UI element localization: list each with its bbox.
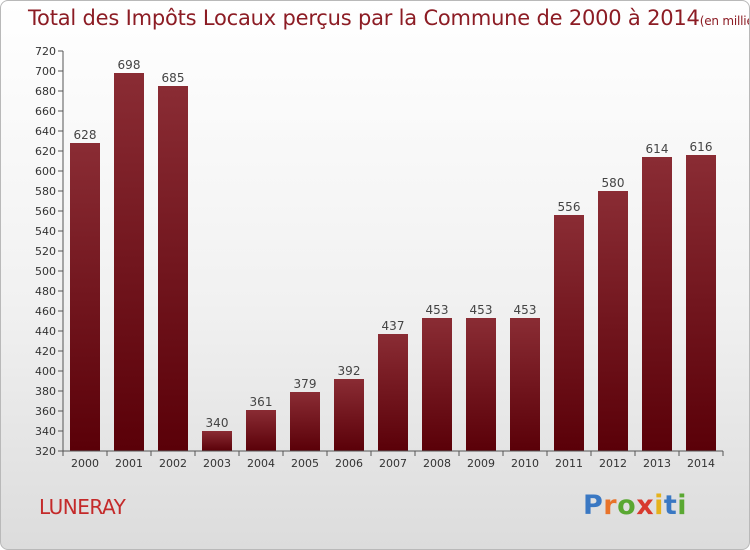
bar-value-label: 453 [470,303,493,317]
x-tick-label: 2003 [203,457,231,470]
y-tick-label: 560 [35,205,56,218]
logo-letter: i [654,490,664,521]
commune-name: LUNERAY [39,495,126,519]
y-tick-label: 440 [35,325,56,338]
logo-letter: o [617,490,637,521]
proxiti-logo: Proxiti [583,490,687,521]
bar-value-label: 340 [206,416,229,430]
y-tick-label: 320 [35,445,56,458]
x-tick-label: 2004 [247,457,275,470]
bar-2007 [378,334,408,451]
x-tick-label: 2010 [511,457,539,470]
y-tick-label: 340 [35,425,56,438]
bar-2004 [246,410,276,451]
y-tick-label: 400 [35,365,56,378]
bar-value-label: 437 [382,319,405,333]
bar-2006 [334,379,364,451]
x-tick-label: 2000 [71,457,99,470]
bar-value-label: 453 [514,303,537,317]
x-tick-label: 2009 [467,457,495,470]
x-tick-label: 2001 [115,457,143,470]
bar-2010 [510,318,540,451]
logo-letter: x [636,490,655,521]
bar-value-label: 361 [250,395,273,409]
logo-letter: P [583,490,604,521]
bar-2001 [114,73,144,451]
logo-letter: t [663,490,678,521]
bar-2005 [290,392,320,451]
bar-value-label: 379 [294,377,317,391]
x-tick-label: 2007 [379,457,407,470]
y-tick-label: 640 [35,125,56,138]
bar-value-label: 453 [426,303,449,317]
y-tick-label: 600 [35,165,56,178]
bars-group: 628 698 685 340 361 379 392 437 453 453 453 556 580 6… [70,58,716,451]
chart-unit: (en milliers d'€) [699,14,749,28]
x-tick-label: 2002 [159,457,187,470]
chart-title: Total des Impôts Locaux perçus par la Co… [28,6,749,30]
bar-value-label: 685 [162,71,185,85]
logo-letter: r [603,490,618,521]
bar-2008 [422,318,452,451]
y-tick-label: 540 [35,225,56,238]
bar-2014 [686,155,716,451]
chart-title-text: Total des Impôts Locaux perçus par la Co… [28,6,700,30]
bar-value-label: 698 [118,58,141,72]
x-tick-label: 2012 [599,457,627,470]
y-tick-label: 360 [35,405,56,418]
bar-value-label: 392 [338,364,361,378]
y-tick-label: 680 [35,85,56,98]
bar-value-label: 556 [558,200,581,214]
y-tick-label: 480 [35,285,56,298]
bar-2011 [554,215,584,451]
y-axis: 320 340 360 380 400 420 440 460 480 500 520 540 560 5… [35,45,64,458]
bar-value-label: 628 [74,128,97,142]
x-tick-label: 2005 [291,457,319,470]
y-tick-label: 520 [35,245,56,258]
y-tick-label: 500 [35,265,56,278]
x-tick-label: 2006 [335,457,363,470]
y-tick-label: 380 [35,385,56,398]
y-tick-label: 660 [35,105,56,118]
bar-value-label: 580 [602,176,625,190]
bar-2012 [598,191,628,451]
x-tick-label: 2008 [423,457,451,470]
bar-2013 [642,157,672,451]
bar-2003 [202,431,232,451]
x-tick-label: 2011 [555,457,583,470]
y-tick-label: 580 [35,185,56,198]
y-tick-label: 420 [35,345,56,358]
bar-2009 [466,318,496,451]
y-tick-label: 620 [35,145,56,158]
bar-value-label: 614 [646,142,669,156]
bar-2000 [70,143,100,451]
x-tick-label: 2014 [687,457,715,470]
x-axis: 2000 2001 2002 2003 2004 2005 2006 2007 2008 2009… [62,450,724,470]
bar-value-label: 616 [690,140,713,154]
y-tick-label: 460 [35,305,56,318]
y-tick-label: 720 [35,45,56,58]
y-tick-label: 700 [35,65,56,78]
bar-2002 [158,86,188,451]
x-tick-label: 2013 [643,457,671,470]
logo-letter: i [677,490,688,521]
